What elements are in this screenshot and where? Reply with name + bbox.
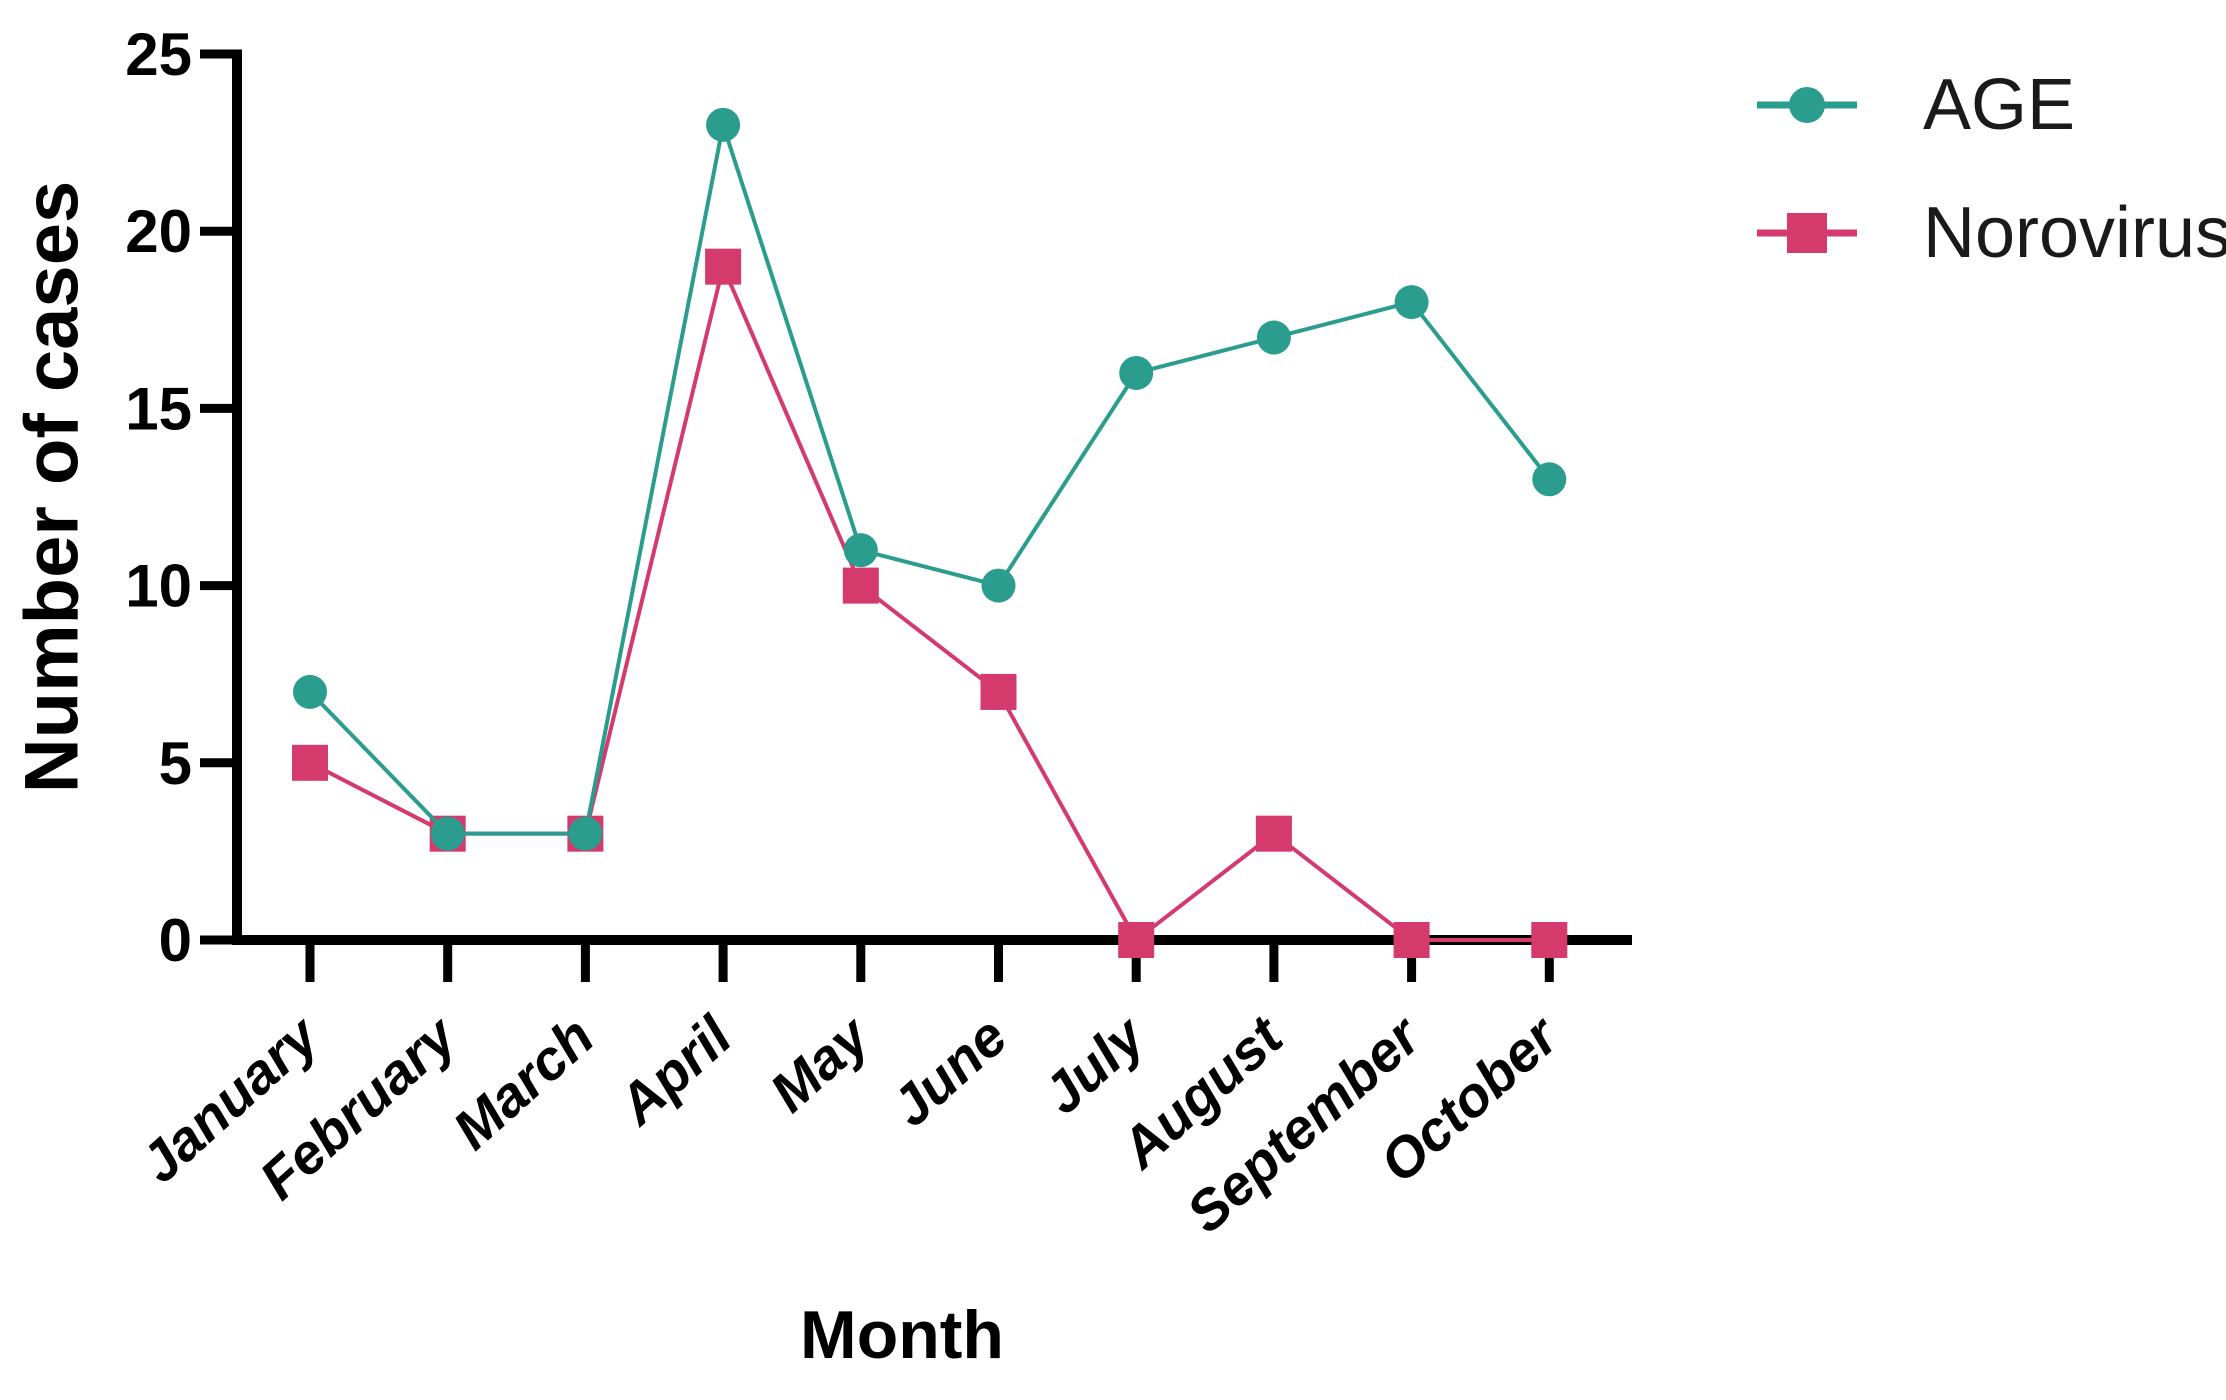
norovirus-series [292,248,1568,958]
age-data-point [293,674,327,709]
x-axis-title: Month [800,1297,1004,1373]
x-tick-label: June [879,1004,1018,1138]
age-series-marker-icon [1755,81,1859,129]
age-series [293,107,1567,851]
age-data-point [843,533,878,568]
norovirus-data-point [1393,922,1430,958]
y-axis-title: Number of cases [9,180,95,794]
norovirus-data-point [1255,815,1292,852]
x-tick-label: April [605,1003,745,1137]
legend-item-norovirus: Norovirus [1755,188,2226,278]
x-tick-label: May [758,1002,883,1124]
norovirus-data-point [842,567,879,604]
norovirus-series-marker-icon [1755,209,1859,257]
y-tick-label: 15 [125,375,192,442]
age-data-point [1532,462,1567,497]
legend: AGE Norovirus [1755,60,2226,278]
legend-label-norovirus: Norovirus [1923,193,2226,273]
age-data-point [568,816,603,851]
norovirus-data-point [1531,922,1568,958]
age-data-point [1394,285,1429,320]
legend-label-age: AGE [1923,65,2076,145]
age-data-point [1256,320,1291,355]
age-data-point [1119,355,1154,390]
x-tick-label: March [441,1004,606,1161]
legend-item-age: AGE [1755,60,2226,150]
y-tick-label: 5 [159,730,192,797]
y-tick-label: 10 [125,553,192,620]
norovirus-data-point [1118,922,1155,958]
y-tick-label: 20 [125,198,192,265]
norovirus-data-point [980,673,1017,710]
age-data-point [430,816,465,851]
norovirus-series-line [309,264,1550,942]
age-data-point [981,568,1016,603]
y-tick-label: 0 [159,907,192,974]
age-series-line [308,122,1551,836]
age-data-point [706,107,741,142]
norovirus-data-point [292,744,328,781]
norovirus-data-point [705,248,742,285]
y-tick-label: 25 [125,21,192,88]
